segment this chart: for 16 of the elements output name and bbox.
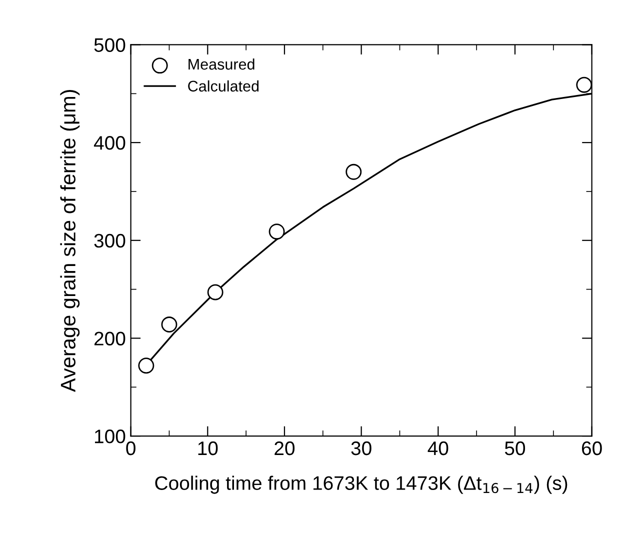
y-tick-label: 100 xyxy=(94,430,126,444)
legend-label: Measured xyxy=(188,58,254,70)
x-tick-label: 30 xyxy=(351,441,372,456)
x-tick-label: 50 xyxy=(504,441,526,456)
legend-label: Calculated xyxy=(188,80,259,92)
x-tick-label: 0 xyxy=(126,441,136,456)
y-tick-label: 500 xyxy=(94,38,126,52)
y-axis-title: Average grain size of ferrite (μm) xyxy=(60,90,80,392)
y-tick-label: 400 xyxy=(94,136,126,150)
y-tick-label: 200 xyxy=(94,332,126,346)
x-tick-label: 10 xyxy=(198,441,218,456)
x-tick-label: 60 xyxy=(582,441,602,456)
x-tick-label: 40 xyxy=(428,441,448,456)
x-axis-title: Cooling time from 1673K to 1473K (Δt$_{16−14}$) (s) xyxy=(155,476,568,494)
y-tick-label: 300 xyxy=(94,234,126,248)
x-tick-label: 20 xyxy=(274,441,295,456)
